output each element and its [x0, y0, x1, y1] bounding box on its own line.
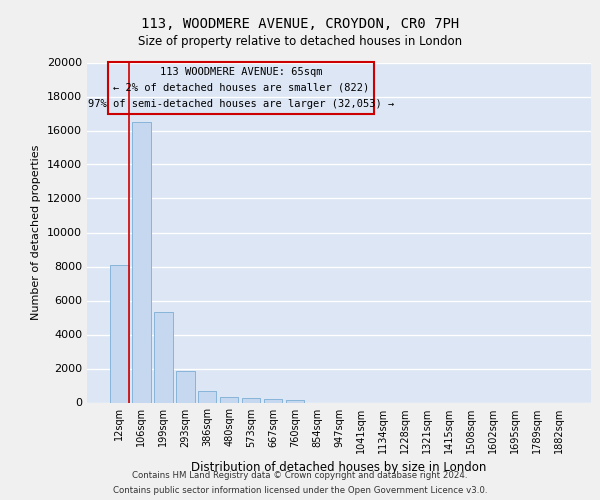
X-axis label: Distribution of detached houses by size in London: Distribution of detached houses by size … — [191, 461, 487, 474]
Bar — [264, 399, 283, 402]
Text: Size of property relative to detached houses in London: Size of property relative to detached ho… — [138, 35, 462, 48]
Text: Contains HM Land Registry data © Crown copyright and database right 2024.: Contains HM Land Registry data © Crown c… — [132, 471, 468, 480]
Bar — [108, 62, 374, 114]
Bar — [110, 265, 128, 402]
Text: 113, WOODMERE AVENUE, CROYDON, CR0 7PH: 113, WOODMERE AVENUE, CROYDON, CR0 7PH — [141, 18, 459, 32]
Text: Contains public sector information licensed under the Open Government Licence v3: Contains public sector information licen… — [113, 486, 487, 495]
Bar — [176, 371, 194, 402]
Bar — [154, 312, 173, 402]
Bar — [220, 396, 238, 402]
Bar — [198, 392, 217, 402]
Bar — [132, 122, 151, 402]
Text: 113 WOODMERE AVENUE: 65sqm: 113 WOODMERE AVENUE: 65sqm — [160, 66, 322, 76]
Y-axis label: Number of detached properties: Number of detached properties — [31, 145, 41, 320]
Text: ← 2% of detached houses are smaller (822): ← 2% of detached houses are smaller (822… — [113, 83, 369, 93]
Text: 97% of semi-detached houses are larger (32,053) →: 97% of semi-detached houses are larger (… — [88, 100, 394, 110]
Bar — [286, 400, 304, 402]
Bar — [242, 398, 260, 402]
